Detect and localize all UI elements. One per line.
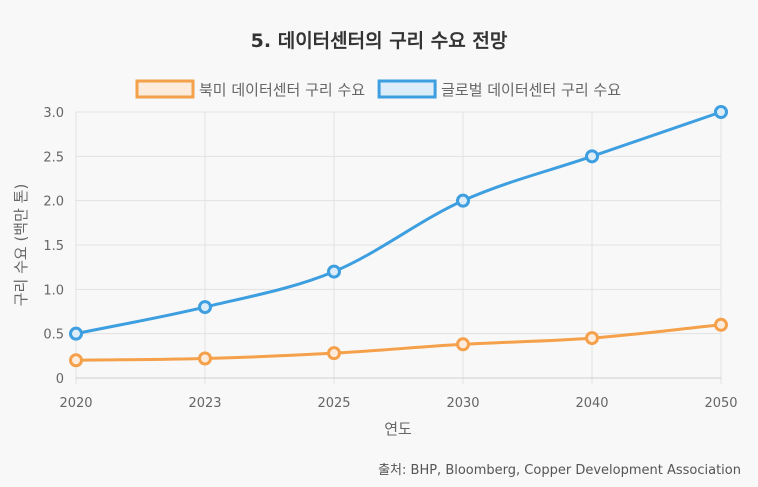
y-tick-label: 3.0: [43, 106, 64, 121]
y-tick-label: 0: [56, 372, 64, 387]
data-point[interactable]: [585, 331, 599, 346]
data-point[interactable]: [327, 346, 341, 361]
data-point[interactable]: [585, 149, 599, 164]
data-point[interactable]: [456, 337, 470, 352]
data-point[interactable]: [714, 105, 728, 119]
data-point[interactable]: [69, 326, 83, 341]
chart-title: 5. 데이터센터의 구리 수요 전망: [250, 30, 508, 52]
series-layer: [69, 105, 728, 368]
data-point[interactable]: [714, 317, 728, 332]
x-axis-label: 연도: [384, 420, 412, 438]
data-point[interactable]: [198, 351, 212, 366]
legend-label-1[interactable]: 글로벌 데이터센터 구리 수요: [441, 81, 621, 99]
x-tick-label: 2023: [188, 396, 221, 411]
series-line-0: [74, 323, 723, 362]
data-point[interactable]: [456, 193, 470, 208]
legend-label-0[interactable]: 북미 데이터센터 구리 수요: [199, 81, 365, 99]
y-tick-label: 0.5: [43, 328, 64, 343]
data-point[interactable]: [69, 353, 83, 368]
y-tick-label: 2.5: [43, 150, 64, 165]
legend-swatch-0[interactable]: [135, 79, 195, 99]
data-point[interactable]: [198, 300, 212, 315]
legend-swatch-1[interactable]: [377, 79, 437, 99]
axes: 0 0.5 1.0 1.5 2.0 2.5 3.0 2020 2023 2025 2030 2040 2…: [43, 106, 737, 411]
source-note: 출처: BHP, Bloomberg, Copper Development A…: [378, 463, 741, 478]
y-tick-label: 1.0: [43, 283, 64, 298]
series-line-1: [74, 110, 723, 336]
grid: [75, 111, 722, 384]
x-tick-label: 2025: [317, 396, 350, 411]
y-tick-label: 2.0: [43, 195, 64, 210]
y-axis-label: 구리 수요 (백만 톤): [12, 184, 30, 307]
x-tick-label: 2030: [446, 396, 479, 411]
data-point[interactable]: [327, 264, 341, 279]
legend: 북미 데이터센터 구리 수요 글로벌 데이터센터 구리 수요: [135, 79, 621, 99]
x-tick-label: 2020: [59, 396, 92, 411]
y-tick-label: 1.5: [43, 239, 64, 254]
x-tick-label: 2040: [575, 396, 608, 411]
x-tick-label: 2050: [704, 396, 737, 411]
